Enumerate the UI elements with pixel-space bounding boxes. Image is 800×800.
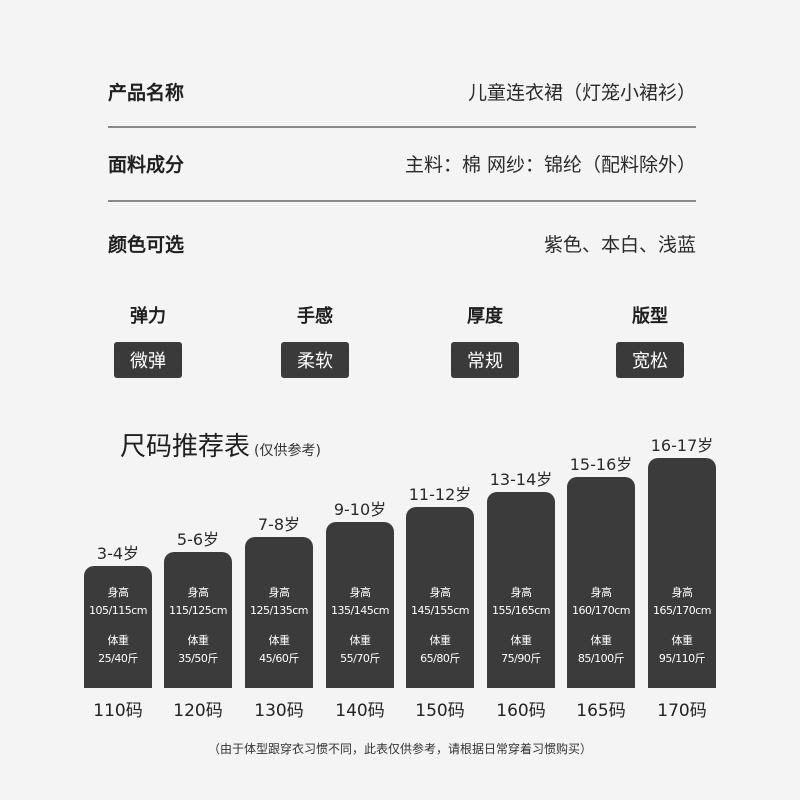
attribute-badge: 常规 <box>451 342 519 378</box>
size-label: 160码 <box>496 701 546 721</box>
age-label: 5-6岁 <box>176 530 220 549</box>
info-label: 面料成分 <box>108 154 185 176</box>
weight-value: 85/100斤 <box>577 652 625 665</box>
height-value: 105/115cm <box>89 604 147 617</box>
info-value: 儿童连衣裙（灯笼小裙衫） <box>467 82 696 104</box>
weight-label: 体重 <box>107 634 130 647</box>
size-label: 140码 <box>335 701 385 721</box>
weight-value: 25/40斤 <box>98 652 138 665</box>
size-column: 13-14岁 身高 155/165cm 体重 75/90斤 160码 <box>487 470 555 721</box>
height-label: 身高 <box>268 586 291 599</box>
attribute-elasticity: 弹力 微弹 <box>108 302 188 378</box>
attribute-label: 版型 <box>632 306 668 327</box>
height-value: 165/170cm <box>653 604 711 617</box>
size-column: 3-4岁 身高 105/115cm 体重 25/40斤 110码 <box>84 544 152 721</box>
age-label: 7-8岁 <box>257 515 301 534</box>
info-value: 紫色、本白、浅蓝 <box>543 234 696 256</box>
weight-label: 体重 <box>187 634 210 647</box>
attribute-badge: 柔软 <box>281 342 349 378</box>
weight-value: 75/90斤 <box>501 652 541 665</box>
size-chart-subtitle: (仅供参考) <box>254 443 321 459</box>
info-label: 颜色可选 <box>108 234 185 256</box>
weight-value: 35/50斤 <box>178 652 218 665</box>
size-label: 165码 <box>576 701 626 721</box>
weight-value: 55/70斤 <box>340 652 380 665</box>
size-label: 120码 <box>173 701 223 721</box>
size-label: 110码 <box>93 701 143 721</box>
size-bar: 身高 155/165cm 体重 75/90斤 <box>487 492 555 688</box>
height-value: 135/145cm <box>331 604 389 617</box>
size-column: 15-16岁 身高 160/170cm 体重 85/100斤 165码 <box>567 455 635 721</box>
age-label: 16-17岁 <box>650 436 714 455</box>
info-row-product-name: 产品名称 儿童连衣裙（灯笼小裙衫） <box>108 78 696 105</box>
size-bar: 身高 160/170cm 体重 85/100斤 <box>567 477 635 688</box>
weight-value: 95/110斤 <box>658 652 706 665</box>
weight-label: 体重 <box>429 634 452 647</box>
size-bar: 身高 145/155cm 体重 65/80斤 <box>406 507 474 688</box>
attribute-badge: 宽松 <box>616 342 684 378</box>
divider <box>108 126 696 128</box>
height-value: 145/155cm <box>411 604 469 617</box>
info-value: 主料：棉 网纱：锦纶（配料除外） <box>404 154 696 176</box>
weight-value: 45/60斤 <box>259 652 299 665</box>
height-value: 160/170cm <box>572 604 630 617</box>
weight-label: 体重 <box>510 634 533 647</box>
size-label: 130码 <box>254 701 304 721</box>
size-column: 11-12岁 身高 145/155cm 体重 65/80斤 150码 <box>406 485 474 721</box>
age-label: 11-12岁 <box>408 485 472 504</box>
size-column: 9-10岁 身高 135/145cm 体重 55/70斤 140码 <box>326 500 394 721</box>
size-column: 7-8岁 身高 125/135cm 体重 45/60斤 130码 <box>245 515 313 721</box>
height-value: 115/125cm <box>169 604 227 617</box>
size-chart-title: 尺码推荐表 (仅供参考) <box>120 426 321 463</box>
height-label: 身高 <box>349 586 372 599</box>
age-label: 15-16岁 <box>569 455 633 474</box>
size-label: 150码 <box>415 701 465 721</box>
height-label: 身高 <box>510 586 533 599</box>
weight-label: 体重 <box>671 634 694 647</box>
size-column: 5-6岁 身高 115/125cm 体重 35/50斤 120码 <box>164 530 232 721</box>
info-row-fabric: 面料成分 主料：棉 网纱：锦纶（配料除外） <box>108 150 696 177</box>
age-label: 9-10岁 <box>333 500 387 519</box>
height-label: 身高 <box>590 586 613 599</box>
size-bar: 身高 125/135cm 体重 45/60斤 <box>245 537 313 688</box>
size-bar: 身高 135/145cm 体重 55/70斤 <box>326 522 394 688</box>
weight-value: 65/80斤 <box>420 652 460 665</box>
attribute-label: 手感 <box>297 306 333 327</box>
weight-label: 体重 <box>590 634 613 647</box>
weight-label: 体重 <box>349 634 372 647</box>
size-column: 16-17岁 身高 165/170cm 体重 95/110斤 170码 <box>648 436 716 721</box>
size-bar: 身高 115/125cm 体重 35/50斤 <box>164 552 232 688</box>
age-label: 13-14岁 <box>489 470 553 489</box>
weight-label: 体重 <box>268 634 291 647</box>
attribute-thickness: 厚度 常规 <box>445 302 525 378</box>
attribute-label: 弹力 <box>130 306 166 327</box>
height-label: 身高 <box>187 586 210 599</box>
height-value: 155/165cm <box>492 604 550 617</box>
height-label: 身高 <box>107 586 130 599</box>
size-chart-title-text: 尺码推荐表 <box>120 432 251 462</box>
attribute-fit: 版型 宽松 <box>610 302 690 378</box>
attribute-label: 厚度 <box>467 306 503 327</box>
info-row-colors: 颜色可选 紫色、本白、浅蓝 <box>108 230 696 257</box>
attribute-badge: 微弹 <box>114 342 182 378</box>
height-value: 125/135cm <box>250 604 308 617</box>
attribute-feel: 手感 柔软 <box>275 302 355 378</box>
height-label: 身高 <box>429 586 452 599</box>
height-label: 身高 <box>671 586 694 599</box>
size-chart-note: （由于体型跟穿衣习惯不同，此表仅供参考，请根据日常穿着习惯购买） <box>207 742 592 756</box>
size-bar: 身高 165/170cm 体重 95/110斤 <box>648 458 716 688</box>
size-label: 170码 <box>657 701 707 721</box>
divider <box>108 200 696 202</box>
size-bar: 身高 105/115cm 体重 25/40斤 <box>84 566 152 688</box>
info-label: 产品名称 <box>108 82 185 104</box>
age-label: 3-4岁 <box>96 544 140 563</box>
